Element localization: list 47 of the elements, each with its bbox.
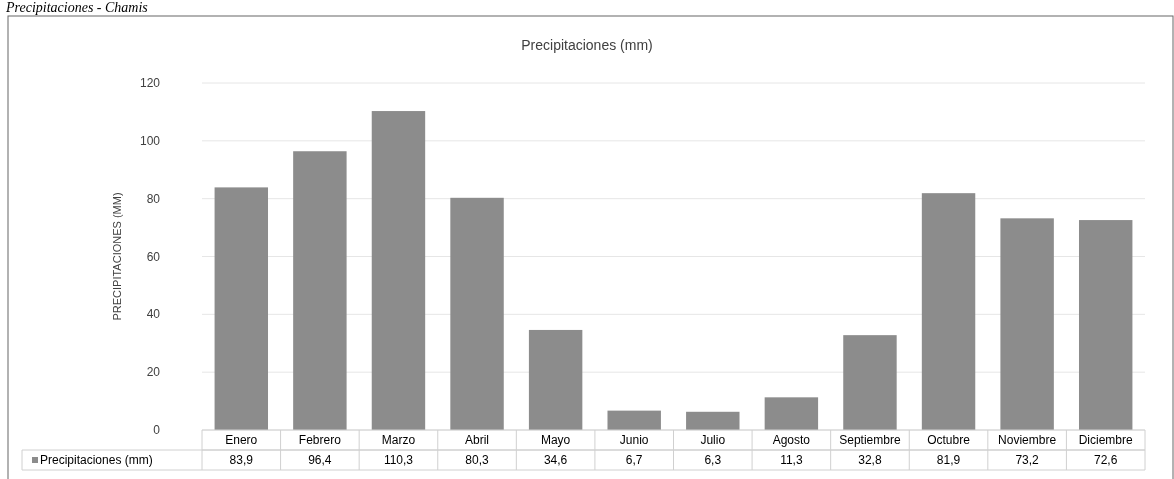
x-tick-label: Agosto [772,433,811,447]
y-tick-label: 20 [146,365,161,380]
data-label: 34,6 [543,453,568,467]
x-tick-label: Abril [465,433,490,447]
y-tick-label: 80 [146,191,161,206]
legend-label: Precipitaciones (mm) [40,453,153,467]
x-tick-label: Septiembre [839,433,901,447]
y-axis-title: PRECIPITACIONES (MM) [111,192,123,321]
x-tick-label: Noviembre [998,433,1057,447]
bar [293,151,347,430]
bar [450,197,504,430]
bar [843,335,897,430]
y-tick-label: 0 [153,423,161,437]
x-tick-label: Marzo [381,433,416,447]
data-label: 83,9 [229,453,254,467]
data-label: 96,4 [308,453,332,467]
y-tick-label: 120 [139,76,161,90]
x-tick-label: Octubre [927,433,971,447]
x-tick-label: Febrero [298,433,342,447]
x-tick-label: Junio [619,433,649,447]
data-label: 11,3 [780,453,803,467]
x-tick-label: Diciembre [1078,433,1134,447]
data-label: 110,3 [383,453,414,467]
bar [528,329,583,430]
x-tick-label: Enero [225,433,258,447]
bar [921,193,976,430]
bar [764,397,819,430]
text: Precipitaciones - Chamis [5,0,149,15]
data-label: 32,8 [858,453,882,467]
bar [214,187,269,430]
data-label: 81,9 [936,453,961,467]
data-label: 73,2 [1015,453,1040,467]
data-label: 72,6 [1094,453,1118,467]
bar [371,111,426,430]
data-label: 6,3 [704,453,722,467]
bar [686,411,740,430]
bar [607,410,661,430]
data-label: 80,3 [465,453,490,467]
x-tick-label: Julio [700,433,726,447]
y-tick-label: 100 [139,133,161,148]
y-tick-label: 60 [146,249,161,264]
bar [1000,218,1054,430]
x-tick-label: Mayo [540,433,571,447]
y-tick-label: 40 [146,307,161,322]
bar [1078,220,1133,430]
chart-title: Precipitaciones (mm) [521,37,653,53]
data-label: 6,7 [625,453,643,467]
